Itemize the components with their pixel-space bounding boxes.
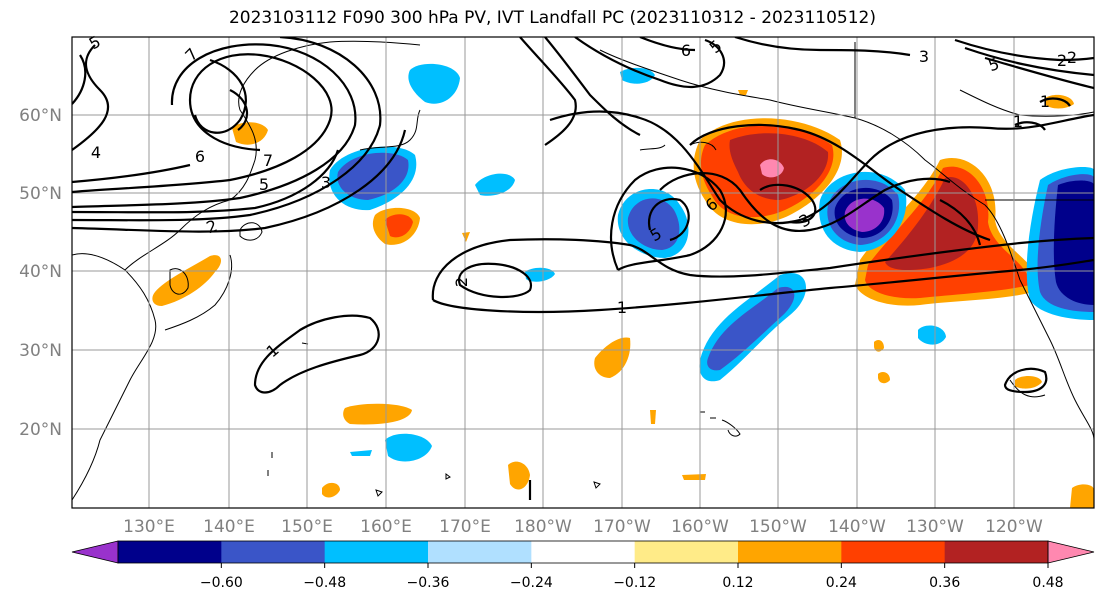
colorbar-extend-max: [1047, 540, 1095, 564]
lon-tick-label: 140°E: [203, 517, 255, 537]
positive-anomaly-small-13: [462, 232, 470, 242]
colorbar-tick-label: −0.60: [200, 575, 243, 591]
map-frame: [71, 36, 1095, 509]
negative-anomaly-140w-peak: [844, 198, 885, 232]
colorbar-tick-label: 0.36: [929, 575, 960, 591]
lon-tick-label: 140°W: [828, 517, 886, 537]
lon-tick-label: 130°E: [123, 517, 175, 537]
colorbar-tick-label: 0.48: [1032, 575, 1063, 591]
negative-anomaly-small-5: [385, 433, 432, 462]
colorbar-tick-label: −0.48: [303, 575, 346, 591]
colorbar-segment: [634, 541, 739, 563]
negative-anomaly-small-2: [620, 67, 655, 84]
colorbar-tick-label: 0.24: [826, 575, 857, 591]
lon-tick-label: 160°E: [360, 517, 412, 537]
positive-anomaly-small-10: [874, 340, 884, 352]
latitude-tick-labels: 60°N 50°N 40°N 30°N 20°N: [19, 106, 62, 440]
negative-anomaly-west-coast-max: [1053, 180, 1094, 305]
colorbar-segment: [841, 541, 946, 563]
colorbar-segment: [944, 541, 1049, 563]
positive-anomaly-small-4: [343, 403, 412, 425]
lat-tick-label: 20°N: [19, 420, 62, 440]
colorbar-extend-min: [71, 540, 119, 564]
lon-tick-label: 150°E: [281, 517, 333, 537]
positive-anomaly-japan: [152, 255, 222, 306]
negative-anomaly-subtropical-band-core: [707, 286, 795, 371]
contour-label: 7: [263, 151, 273, 170]
lon-tick-label: 160°W: [671, 517, 729, 537]
pv-shading: [152, 63, 1094, 508]
colorbar-segment: [428, 541, 532, 563]
contour-label: 3: [321, 173, 331, 192]
contour-label: 5: [86, 32, 104, 54]
contour-label: 2: [452, 277, 471, 287]
positive-anomaly-small-5: [508, 461, 530, 490]
positive-anomaly-small-6: [322, 482, 340, 498]
contour-label: 1: [617, 298, 627, 317]
contour-label: 7: [181, 44, 202, 65]
negative-anomaly-bering: [408, 63, 460, 104]
lon-tick-label: 170°E: [439, 517, 491, 537]
positive-anomaly-small-11: [878, 372, 890, 384]
colorbar-frame: [117, 540, 1049, 564]
contour-label: 1: [1013, 112, 1023, 131]
colorbar-tick-labels: −0.60 −0.48 −0.36 −0.24 −0.12 0.12 0.24 0.36 0.4…: [200, 563, 1064, 591]
positive-anomaly-small-7: [1070, 484, 1094, 508]
contour-label: 2: [1067, 48, 1077, 67]
graticule: [72, 37, 1094, 508]
coastlines: [72, 40, 1094, 501]
lon-tick-label: 150°W: [749, 517, 807, 537]
colorbar-tick-label: −0.12: [613, 575, 656, 591]
negative-anomaly-small-6: [350, 450, 372, 456]
contour-label: 6: [681, 41, 691, 60]
map-title: 2023103112 F090 300 hPa PV, IVT Landfall…: [228, 8, 876, 28]
positive-anomaly-small-15: [738, 90, 748, 95]
colorbar: [71, 540, 1095, 564]
contour-label: 5: [259, 175, 269, 194]
negative-anomaly-small-4: [918, 325, 946, 345]
colorbar-segment: [324, 541, 429, 563]
colorbar-tick-label: −0.24: [510, 575, 553, 591]
colorbar-tick-label: −0.36: [407, 575, 450, 591]
negative-anomaly-small-1: [475, 173, 515, 196]
colorbar-segment: [221, 541, 326, 563]
contour-label: 1: [1040, 92, 1050, 111]
contour-label: 6: [195, 147, 205, 166]
positive-anomaly-small-2-core: [385, 214, 413, 238]
lat-tick-label: 30°N: [19, 341, 62, 361]
colorbar-segment: [118, 541, 222, 563]
contour-label: 2: [1057, 51, 1067, 70]
longitude-tick-labels: 130°E 140°E 150°E 160°E 170°E 180°W 170°W 160°W…: [123, 517, 1043, 537]
negative-anomaly-160w-core: [627, 198, 680, 250]
lon-tick-label: 130°W: [906, 517, 964, 537]
lat-tick-label: 50°N: [19, 184, 62, 204]
contour-label: 3: [919, 47, 929, 66]
contour-label: 3: [796, 210, 814, 232]
colorbar-segment: [531, 541, 636, 563]
lon-tick-label: 170°W: [593, 517, 651, 537]
positive-anomaly-small-14: [650, 410, 656, 424]
colorbar-segment: [738, 541, 842, 563]
ivt-contours: [72, 37, 1094, 500]
lon-tick-label: 120°W: [985, 517, 1043, 537]
lat-tick-label: 40°N: [19, 262, 62, 282]
positive-anomaly-small-12: [682, 474, 706, 480]
positive-anomaly-small-8: [1015, 376, 1042, 389]
contour-label: 4: [91, 143, 101, 162]
colorbar-tick-label: 0.12: [722, 575, 753, 591]
lat-tick-label: 60°N: [19, 106, 62, 126]
positive-anomaly-small-3: [594, 337, 631, 378]
positive-anomaly-pacific-northwest-max: [885, 177, 979, 270]
contour-label: 5: [986, 54, 1002, 75]
lon-tick-label: 180°W: [514, 517, 572, 537]
